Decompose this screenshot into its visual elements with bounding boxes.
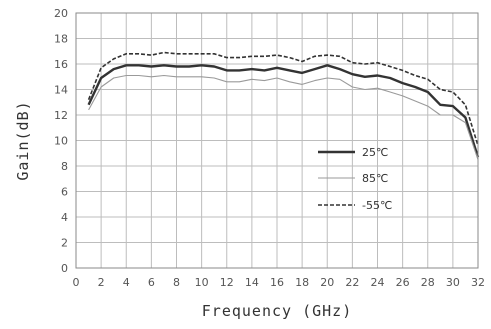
y-tick-label: 20 [54,7,68,20]
y-tick-label: 0 [61,262,68,275]
x-tick-label: 30 [446,276,460,289]
x-axis-title: Frequency (GHz) [202,302,352,320]
y-tick-label: 8 [61,160,68,173]
y-tick-label: 18 [54,33,68,46]
x-tick-label: 26 [396,276,410,289]
y-tick-label: 16 [54,58,68,71]
y-tick-label: 6 [61,186,68,199]
x-tick-label: 22 [345,276,359,289]
y-tick-label: 4 [61,211,68,224]
tick-labels: 0 2 4 6 8 10 12 14 16 18 20 22 24 26 28 30 3202468101214… [54,7,485,289]
x-tick-label: 12 [220,276,234,289]
x-tick-label: 2 [98,276,105,289]
x-tick-label: 18 [295,276,309,289]
plot-frame [75,12,479,269]
x-tick-label: 8 [173,276,180,289]
legend-label-0: 25℃ [362,146,388,159]
series-line-2 [87,51,479,146]
x-tick-label: 16 [270,276,284,289]
x-tick-label: 20 [320,276,334,289]
x-tick-label: 24 [371,276,385,289]
plot-border [75,12,479,269]
y-tick-label: 10 [54,135,68,148]
y-axis-title: Gain(dB) [14,100,32,180]
x-tick-label: 10 [195,276,209,289]
y-tick-label: 2 [61,237,68,250]
x-tick-label: 0 [73,276,80,289]
x-tick-label: 28 [421,276,435,289]
series-line-0 [87,64,480,158]
y-tick-label: 14 [54,84,68,97]
legend: 25℃ 85℃ -55℃ [318,146,392,212]
series-line-1 [88,74,479,160]
series-layer [87,51,480,160]
x-tick-label: 32 [471,276,485,289]
grid [75,12,479,269]
x-tick-label: 4 [123,276,130,289]
x-tick-label: 14 [245,276,259,289]
legend-label-1: 85℃ [362,172,388,185]
x-tick-label: 6 [148,276,155,289]
y-tick-label: 12 [54,109,68,122]
legend-label-2: -55℃ [362,199,392,212]
